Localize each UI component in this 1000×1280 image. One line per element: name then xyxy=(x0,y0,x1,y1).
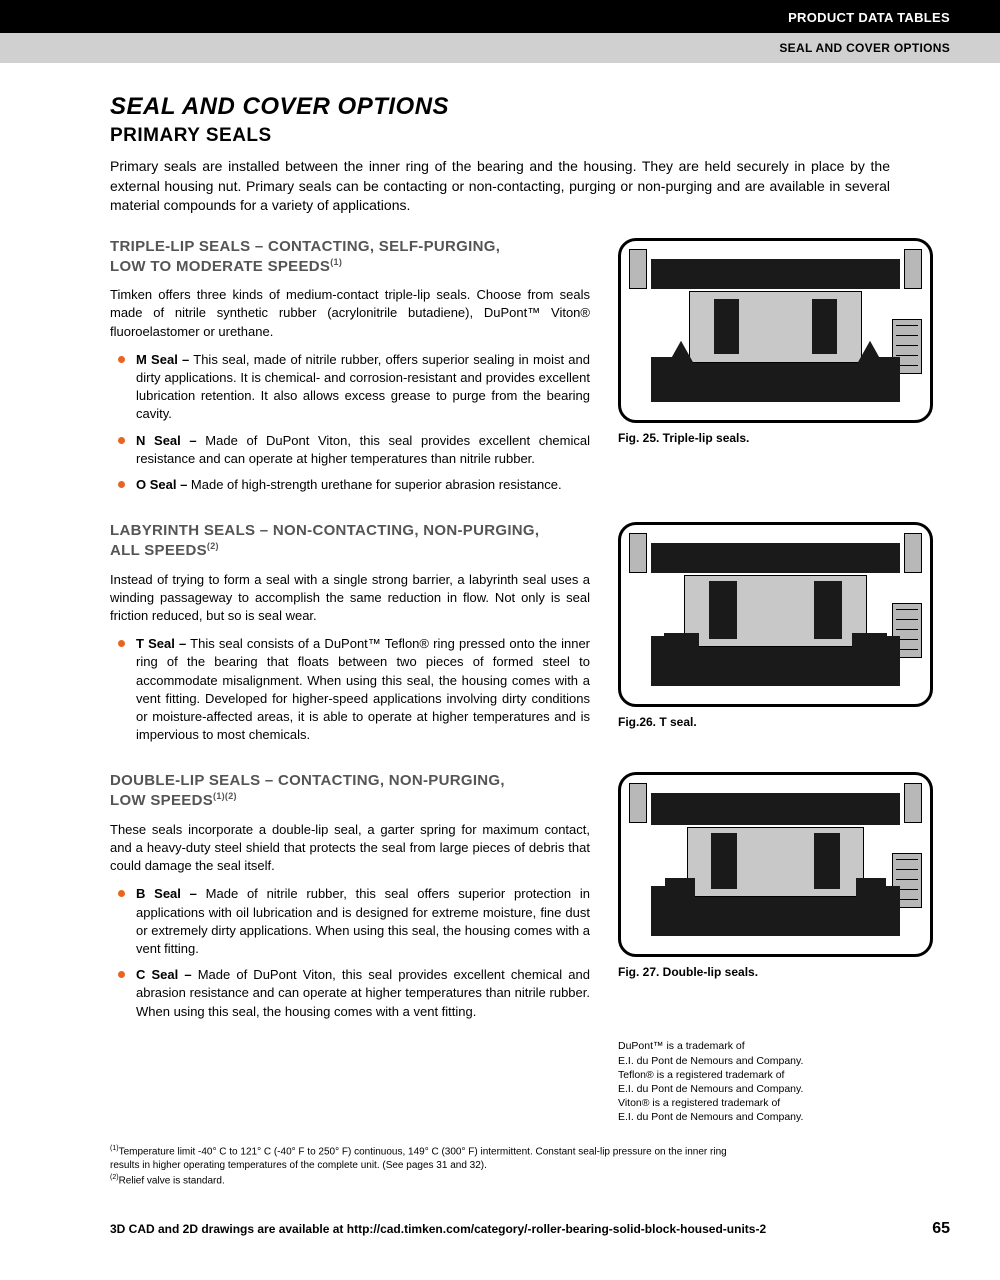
footnote-1: Temperature limit -40° C to 121° C (-40°… xyxy=(110,1147,727,1172)
triple-body: Timken offers three kinds of medium-cont… xyxy=(110,286,590,341)
page-body: SEAL AND COVER OPTIONS PRIMARY SEALS Pri… xyxy=(0,63,1000,1198)
triple-list: M Seal – This seal, made of nitrile rubb… xyxy=(110,351,590,494)
triple-heading-sup: (1) xyxy=(330,257,342,267)
trademark-note: DuPont™ is a trademark of E.I. du Pont d… xyxy=(618,1039,933,1124)
intro-paragraph: Primary seals are installed between the … xyxy=(110,157,890,216)
labyrinth-heading: LABYRINTH SEALS – NON-CONTACTING, NON-PU… xyxy=(110,522,590,561)
labyrinth-heading-line2: ALL SPEEDS xyxy=(110,542,207,559)
item-name: N Seal – xyxy=(136,433,197,448)
footnotes: (1)Temperature limit -40° C to 121° C (-… xyxy=(110,1144,730,1187)
list-item: T Seal – This seal consists of a DuPont™… xyxy=(126,635,590,744)
header-black-bar: PRODUCT DATA TABLES xyxy=(0,0,1000,33)
double-heading-sup: (1)(2) xyxy=(213,791,237,801)
figure-26 xyxy=(618,522,933,707)
labyrinth-list: T Seal – This seal consists of a DuPont™… xyxy=(110,635,590,744)
list-item: M Seal – This seal, made of nitrile rubb… xyxy=(126,351,590,424)
triple-heading: TRIPLE-LIP SEALS – CONTACTING, SELF-PURG… xyxy=(110,238,590,277)
item-text: Made of high-strength urethane for super… xyxy=(187,477,561,492)
double-heading: DOUBLE-LIP SEALS – CONTACTING, NON-PURGI… xyxy=(110,772,590,811)
item-text: This seal consists of a DuPont™ Teflon® … xyxy=(136,636,590,742)
page-footer: 3D CAD and 2D drawings are available at … xyxy=(0,1198,1000,1256)
page-number: 65 xyxy=(932,1220,950,1238)
triple-heading-line2: LOW TO MODERATE SPEEDS xyxy=(110,258,330,275)
item-name: T Seal – xyxy=(136,636,186,651)
figure-27-caption: Fig. 27. Double-lip seals. xyxy=(618,965,933,979)
labyrinth-heading-sup: (2) xyxy=(207,541,219,551)
double-body: These seals incorporate a double-lip sea… xyxy=(110,821,590,876)
item-text: This seal, made of nitrile rubber, offer… xyxy=(136,352,590,422)
list-item: N Seal – Made of DuPont Viton, this seal… xyxy=(126,432,590,468)
labyrinth-heading-line1: LABYRINTH SEALS – NON-CONTACTING, NON-PU… xyxy=(110,522,539,539)
figure-27 xyxy=(618,772,933,957)
double-heading-line2: LOW SPEEDS xyxy=(110,792,213,809)
section-labyrinth: LABYRINTH SEALS – NON-CONTACTING, NON-PU… xyxy=(110,522,950,752)
double-heading-line1: DOUBLE-LIP SEALS – CONTACTING, NON-PURGI… xyxy=(110,772,505,789)
item-text: Made of DuPont Viton, this seal provides… xyxy=(136,967,590,1018)
labyrinth-body: Instead of trying to form a seal with a … xyxy=(110,571,590,626)
figure-26-caption: Fig.26. T seal. xyxy=(618,715,933,729)
item-name: O Seal – xyxy=(136,477,187,492)
main-title: SEAL AND COVER OPTIONS xyxy=(110,93,950,121)
double-list: B Seal – Made of nitrile rubber, this se… xyxy=(110,885,590,1020)
footer-text: 3D CAD and 2D drawings are available at … xyxy=(110,1222,766,1236)
item-text: Made of nitrile rubber, this seal offers… xyxy=(136,886,590,956)
item-text: Made of DuPont Viton, this seal provides… xyxy=(136,433,590,466)
item-name: C Seal – xyxy=(136,967,192,982)
section-triple-lip: TRIPLE-LIP SEALS – CONTACTING, SELF-PURG… xyxy=(110,238,950,502)
list-item: O Seal – Made of high-strength urethane … xyxy=(126,476,590,494)
figure-25-caption: Fig. 25. Triple-lip seals. xyxy=(618,431,933,445)
item-name: B Seal – xyxy=(136,886,197,901)
figure-25 xyxy=(618,238,933,423)
footnote-2: Relief valve is standard. xyxy=(119,1175,225,1186)
header-grey-bar: SEAL AND COVER OPTIONS xyxy=(0,33,1000,63)
list-item: B Seal – Made of nitrile rubber, this se… xyxy=(126,885,590,958)
list-item: C Seal – Made of DuPont Viton, this seal… xyxy=(126,966,590,1021)
item-name: M Seal – xyxy=(136,352,189,367)
triple-heading-line1: TRIPLE-LIP SEALS – CONTACTING, SELF-PURG… xyxy=(110,238,500,255)
sub-title: PRIMARY SEALS xyxy=(110,125,950,147)
section-double-lip: DOUBLE-LIP SEALS – CONTACTING, NON-PURGI… xyxy=(110,772,950,1124)
